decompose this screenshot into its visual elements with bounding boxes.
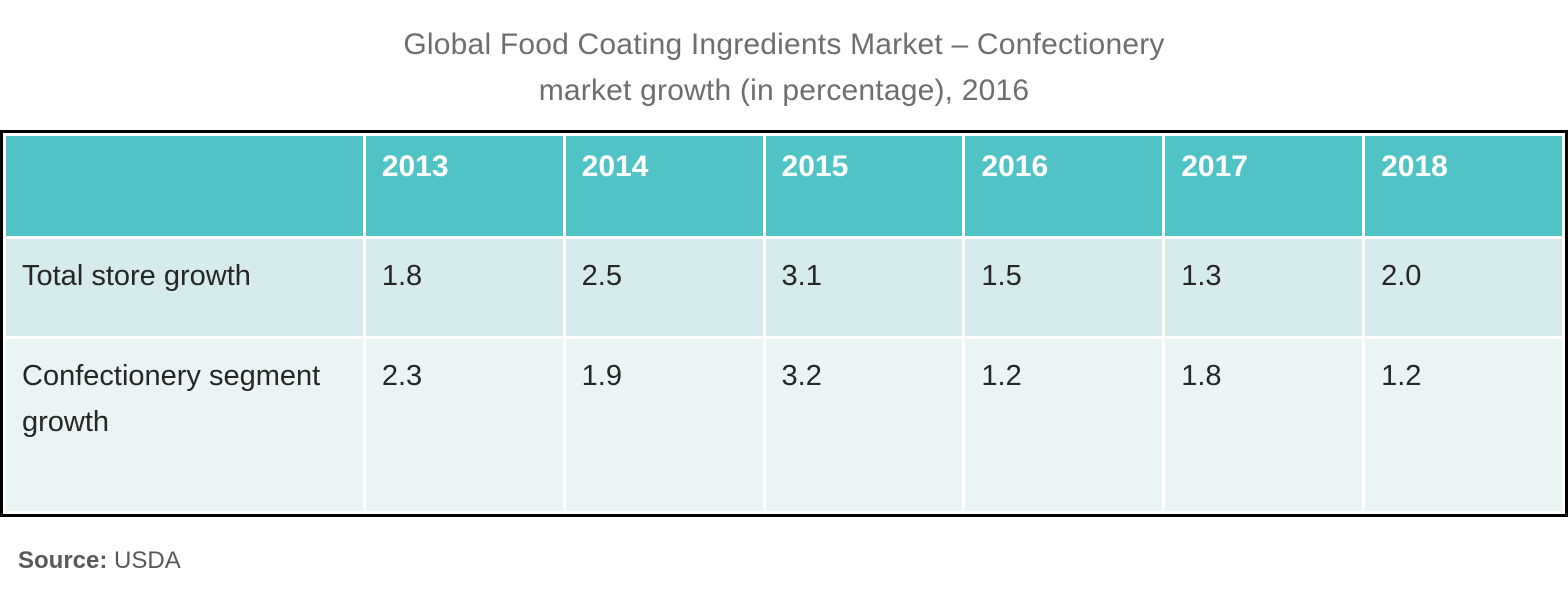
year-header-2014: 2014 <box>565 136 763 236</box>
year-header-2017: 2017 <box>1165 136 1363 236</box>
corner-cell <box>6 136 363 236</box>
value-cell: 3.1 <box>765 239 963 336</box>
year-header-2018: 2018 <box>1365 136 1562 236</box>
row-label: Total store growth <box>6 239 363 336</box>
page-title: Global Food Coating Ingredients Market –… <box>0 0 1568 130</box>
value-cell: 3.2 <box>765 339 963 511</box>
value-cell: 1.2 <box>965 339 1163 511</box>
row-label: Confectionery segment growth <box>6 339 363 511</box>
year-header-2016: 2016 <box>965 136 1163 236</box>
source-label: Source: <box>18 547 108 574</box>
table-row-total-store-growth: Total store growth 1.8 2.5 3.1 1.5 1.3 2… <box>6 239 1562 336</box>
year-header-2013: 2013 <box>365 136 563 236</box>
title-line-2: market growth (in percentage), 2016 <box>538 74 1030 107</box>
value-cell: 1.3 <box>1165 239 1363 336</box>
growth-data-table: 2013 2014 2015 2016 2017 2018 Total stor… <box>0 130 1568 517</box>
value-cell: 2.0 <box>1365 239 1562 336</box>
value-cell: 2.5 <box>565 239 763 336</box>
value-cell: 1.5 <box>965 239 1163 336</box>
source-note: Source: USDA <box>0 547 1568 575</box>
value-cell: 1.2 <box>1365 339 1562 511</box>
title-line-1: Global Food Coating Ingredients Market –… <box>403 28 1165 61</box>
value-cell: 1.8 <box>1165 339 1363 511</box>
value-cell: 1.9 <box>565 339 763 511</box>
table-row-confectionery-segment-growth: Confectionery segment growth 2.3 1.9 3.2… <box>6 339 1562 511</box>
year-header-2015: 2015 <box>765 136 963 236</box>
source-value: USDA <box>114 547 181 574</box>
value-cell: 1.8 <box>365 239 563 336</box>
table-header-row: 2013 2014 2015 2016 2017 2018 <box>6 136 1562 236</box>
value-cell: 2.3 <box>365 339 563 511</box>
